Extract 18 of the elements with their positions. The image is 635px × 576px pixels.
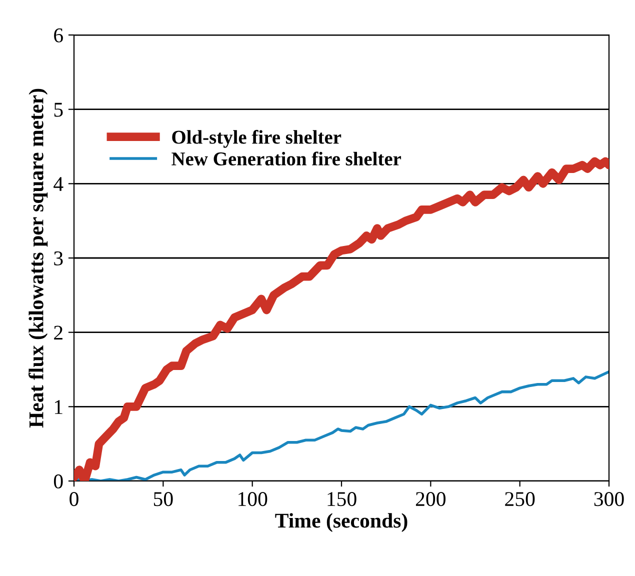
y-tick-label: 3 — [54, 251, 63, 266]
y-tick-label: 6 — [54, 28, 63, 42]
y-tick-label: 5 — [54, 102, 63, 117]
legend-label: Old-style fire shelter — [172, 130, 342, 148]
y-tick-label: 2 — [54, 326, 62, 340]
x-tick-label: 100 — [238, 492, 268, 506]
y-axis-title: Heat flux (kilowatts per square meter) — [28, 88, 48, 428]
x-tick-label: 200 — [416, 492, 446, 506]
y-tick-label: 1 — [55, 400, 62, 414]
x-tick-label: 250 — [505, 492, 535, 506]
y-tick-label: 0 — [54, 474, 63, 488]
legend-label: New Generation fire shelter — [172, 152, 402, 166]
x-tick-label: 0 — [70, 492, 78, 506]
x-tick-label: 50 — [154, 492, 173, 506]
x-tick-label: 150 — [328, 492, 356, 506]
y-tick-label: 4 — [54, 177, 64, 191]
x-axis-title: Time (seconds) — [275, 513, 408, 532]
x-tick-label: 300 — [594, 492, 624, 506]
